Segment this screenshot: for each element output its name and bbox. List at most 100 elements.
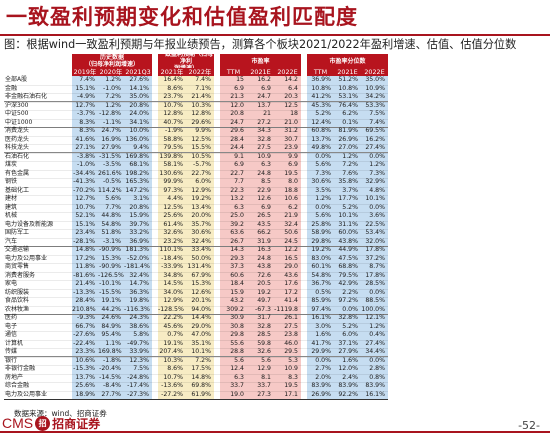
table-cell: 97.4% [311, 305, 331, 313]
table-cell: 2.0% [315, 373, 331, 381]
table-cell: 12.0 [230, 101, 244, 109]
table-cell: 1.2% [369, 322, 385, 330]
table-cell: 8.3% [79, 118, 95, 126]
table-cell: 12.7% [75, 101, 95, 109]
table-cell: 0.0% [315, 203, 331, 211]
table-cell: 43.8% [338, 237, 358, 245]
table-cell: -13.3% [73, 288, 95, 296]
table-cell: 41.6% [75, 135, 95, 143]
table-cell: 5.6 [261, 356, 271, 364]
table-cell: 10.7% [163, 101, 183, 109]
table-cell: 147.2% [125, 186, 149, 194]
table-cell: 139.8% [159, 152, 183, 160]
table-cell: 32.8 [257, 322, 271, 330]
table-cell: -41.3% [73, 178, 95, 185]
table-cell: -24.8% [127, 373, 149, 381]
table-cell: 43.5 [257, 220, 271, 228]
table-cell: 198.2% [125, 169, 149, 177]
table-cell: 15.1% [75, 220, 95, 228]
table-cell: 6.4 [288, 84, 298, 92]
table-cell: 55.6 [230, 339, 244, 347]
table-cell: 21.0 [284, 118, 298, 126]
table-cell: 30.7 [284, 135, 298, 143]
row-label: 食品饮料 [5, 297, 30, 304]
row-label: 国防军工 [5, 229, 30, 236]
table-cell: 7.5% [133, 365, 149, 372]
group-header: 历史数据 （归母净利润增速） [72, 54, 152, 68]
table-cell: 43.6 [284, 271, 298, 279]
table-cell: 27.3 [257, 390, 271, 398]
table-cell: 27.6% [129, 76, 149, 83]
table-cell: 39.7% [129, 220, 149, 228]
table-cell: 21.9 [284, 212, 298, 219]
table-cell: 1.6% [315, 331, 331, 338]
row-label: 医药龙头 [5, 135, 30, 143]
table-cell: 16.4% [163, 76, 183, 83]
table-cell: 21.4% [191, 93, 211, 100]
table-cell: 25.6% [75, 382, 95, 389]
table-cell: 32.8 [257, 135, 271, 143]
table-cell: 68.8% [338, 263, 358, 270]
table-cell: 136.0% [125, 135, 149, 143]
table-cell: 31.7 [257, 314, 271, 321]
table-cell: -90.9% [99, 263, 121, 270]
table-cell: 18.4 [230, 280, 244, 287]
table-cell: 61.4% [163, 220, 183, 228]
table-cell: 19.8% [129, 297, 149, 304]
table-cell: 1.6% [342, 356, 358, 364]
table-cell: 16.5 [284, 254, 298, 262]
table-cell: 24.7% [101, 127, 121, 134]
table-cell: 60.8% [311, 127, 331, 134]
row-label: 传媒 [5, 348, 18, 355]
column-header: 2022E [274, 68, 301, 76]
table-cell: 23.9 [284, 144, 298, 151]
group-divider [4, 356, 388, 357]
table-cell: -22.4% [73, 339, 95, 347]
table-cell: 12.9 [257, 365, 271, 372]
row-guide [4, 195, 388, 196]
table-cell: -15.3% [73, 365, 95, 372]
table-cell: 9.9 [288, 152, 298, 160]
row-guide [4, 169, 388, 171]
table-cell: 60.6 [230, 271, 244, 279]
table-cell: 99.9% [163, 178, 183, 185]
table-cell: -70.2% [73, 186, 95, 194]
table-cell: 114.2% [98, 186, 122, 194]
table-cell: -81.6% [73, 271, 95, 279]
table-cell: 25.8% [311, 220, 331, 228]
table-cell: 10.8% [338, 84, 358, 92]
table-cell: 14.2 [284, 76, 298, 83]
table-cell: 29.9% [311, 348, 331, 355]
row-label: 电力及公用事业 [5, 254, 48, 262]
table-cell: 9.4% [133, 144, 149, 151]
table-cell: 20.5 [257, 280, 271, 287]
table-cell: 23.8 [284, 331, 298, 338]
table-cell: 1.2% [105, 101, 121, 109]
table-cell: 50.0% [191, 254, 211, 262]
page-title: 一致盈利预期变化和估值盈利匹配度 [6, 4, 358, 29]
table-cell: -34.4% [73, 169, 95, 177]
table-cell: 14.3 [230, 246, 244, 253]
table-cell: 27.5 [284, 322, 298, 330]
table-cell: -27.2% [161, 390, 183, 398]
table-cell: 309.2 [226, 305, 244, 313]
row-guide [4, 365, 388, 366]
table-cell: 17.6 [284, 280, 298, 287]
table-cell: 10.6 [284, 195, 298, 202]
table-cell: 59.8 [257, 339, 271, 347]
table-cell: 29.3 [230, 254, 244, 262]
pe-group-bg [220, 76, 301, 399]
table-cell: 12.1% [365, 314, 385, 321]
table-cell: 13.7% [75, 373, 95, 381]
table-cell: 37.2% [365, 254, 385, 262]
data-table: 历史数据 （归母净利润增速）一致盈利预期（归母净利 润增速）市盈率市盈率分位数2… [4, 51, 546, 407]
table-cell: 10.0% [129, 127, 149, 134]
table-cell: 0.0% [315, 356, 331, 364]
table-cell: 5.2% [315, 110, 331, 117]
table-cell: 79.5% [338, 271, 358, 279]
table-cell: 261.6% [98, 169, 122, 177]
table-cell: 34.3 [257, 127, 271, 134]
table-cell: 58.1% [163, 161, 183, 168]
table-cell: 7.4% [79, 76, 95, 83]
table-cell: 43.8 [257, 263, 271, 270]
